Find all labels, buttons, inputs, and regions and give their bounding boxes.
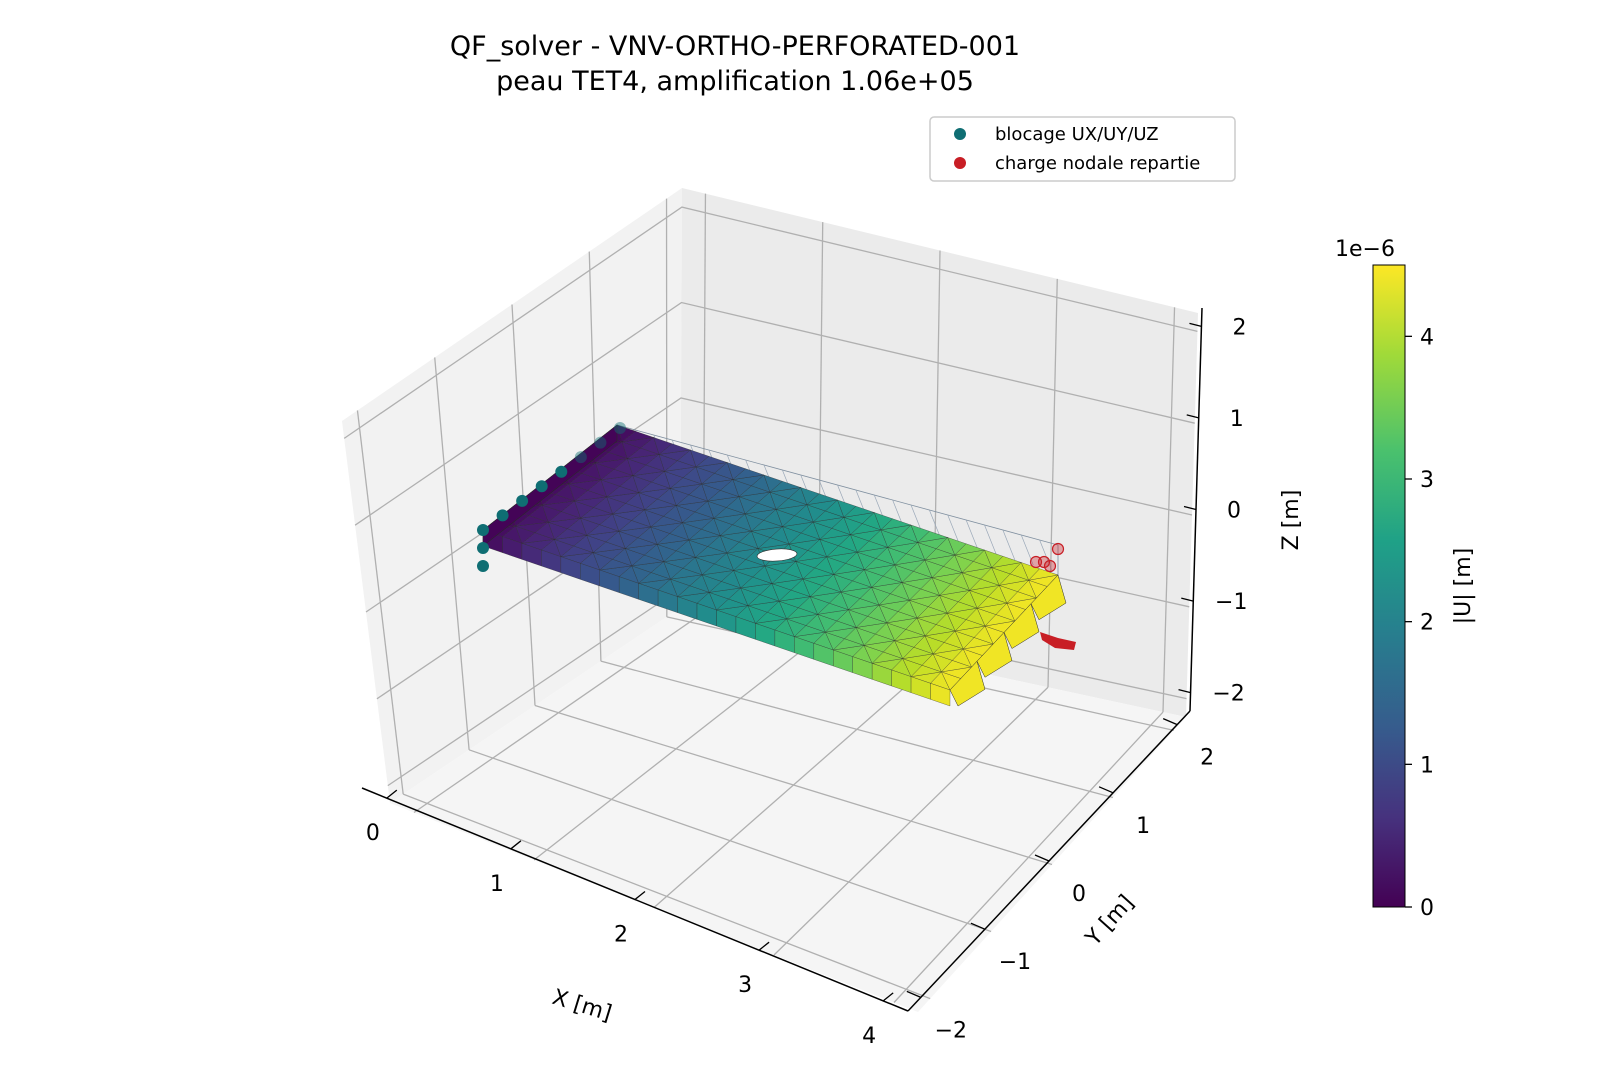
clamp-node-marker bbox=[516, 495, 528, 507]
x-tick-label: 3 bbox=[738, 973, 752, 998]
y-tick-label: −2 bbox=[935, 1018, 967, 1043]
colorbar-ticks: 0 1 2 3 4 bbox=[1405, 325, 1434, 921]
z-axis-label: Z [m] bbox=[1279, 490, 1304, 551]
clamp-node-marker bbox=[555, 466, 567, 478]
z-tick-label: 1 bbox=[1230, 407, 1244, 432]
z-tick-label: 2 bbox=[1232, 315, 1246, 340]
z-tick-label: −1 bbox=[1215, 590, 1247, 615]
clamp-node-marker bbox=[477, 524, 489, 536]
chart-subtitle: peau TET4, amplification 1.06e+05 bbox=[496, 66, 974, 97]
load-node-marker bbox=[1045, 561, 1056, 572]
y-tick-label: −1 bbox=[999, 950, 1031, 975]
colorbar-offset-text: 1e−6 bbox=[1335, 237, 1395, 262]
y-tick-label: 2 bbox=[1200, 746, 1214, 771]
legend-label-charge: charge nodale repartie bbox=[995, 153, 1200, 174]
colorbar-gradient bbox=[1373, 265, 1405, 907]
clamp-node-marker bbox=[594, 437, 606, 449]
clamp-node-marker bbox=[497, 509, 509, 521]
load-node-marker bbox=[1031, 557, 1042, 568]
colorbar-tick-label: 4 bbox=[1420, 325, 1434, 350]
x-tick-label: 1 bbox=[490, 872, 504, 897]
colorbar-tick-label: 1 bbox=[1420, 753, 1434, 778]
colorbar-tick-label: 2 bbox=[1420, 611, 1434, 636]
y-tick-label: 1 bbox=[1136, 814, 1150, 839]
load-node-marker bbox=[1053, 544, 1064, 555]
colorbar-tick-label: 3 bbox=[1420, 468, 1434, 493]
legend-label-blocage: blocage UX/UY/UZ bbox=[995, 124, 1159, 145]
colorbar-tick-label: 0 bbox=[1420, 896, 1434, 921]
z-tick-label: −2 bbox=[1212, 682, 1244, 707]
y-axis-label: Y [m] bbox=[1080, 890, 1139, 951]
x-tick-label: 0 bbox=[366, 821, 380, 846]
clamp-node-marker bbox=[477, 560, 489, 572]
clamp-node-marker bbox=[477, 542, 489, 554]
z-tick-label: 0 bbox=[1227, 499, 1241, 524]
y-tick-label: 0 bbox=[1072, 882, 1086, 907]
legend-marker-blocage bbox=[954, 128, 966, 140]
clamp-node-marker bbox=[536, 480, 548, 492]
clamp-node-marker bbox=[575, 451, 587, 463]
x-tick-label: 2 bbox=[614, 923, 628, 948]
x-axis-label: X [m] bbox=[549, 985, 614, 1027]
legend: blocage UX/UY/UZ charge nodale repartie bbox=[930, 117, 1235, 181]
chart-title: QF_solver - VNV-ORTHO-PERFORATED-001 bbox=[450, 31, 1020, 62]
x-tick-label: 4 bbox=[862, 1024, 876, 1049]
clamp-node-marker bbox=[614, 422, 626, 434]
legend-marker-charge bbox=[954, 157, 966, 169]
colorbar-label: |U| [m] bbox=[1451, 548, 1476, 625]
colorbar: 1e−6 0 1 2 3 4 |U| [m] bbox=[1335, 237, 1476, 921]
